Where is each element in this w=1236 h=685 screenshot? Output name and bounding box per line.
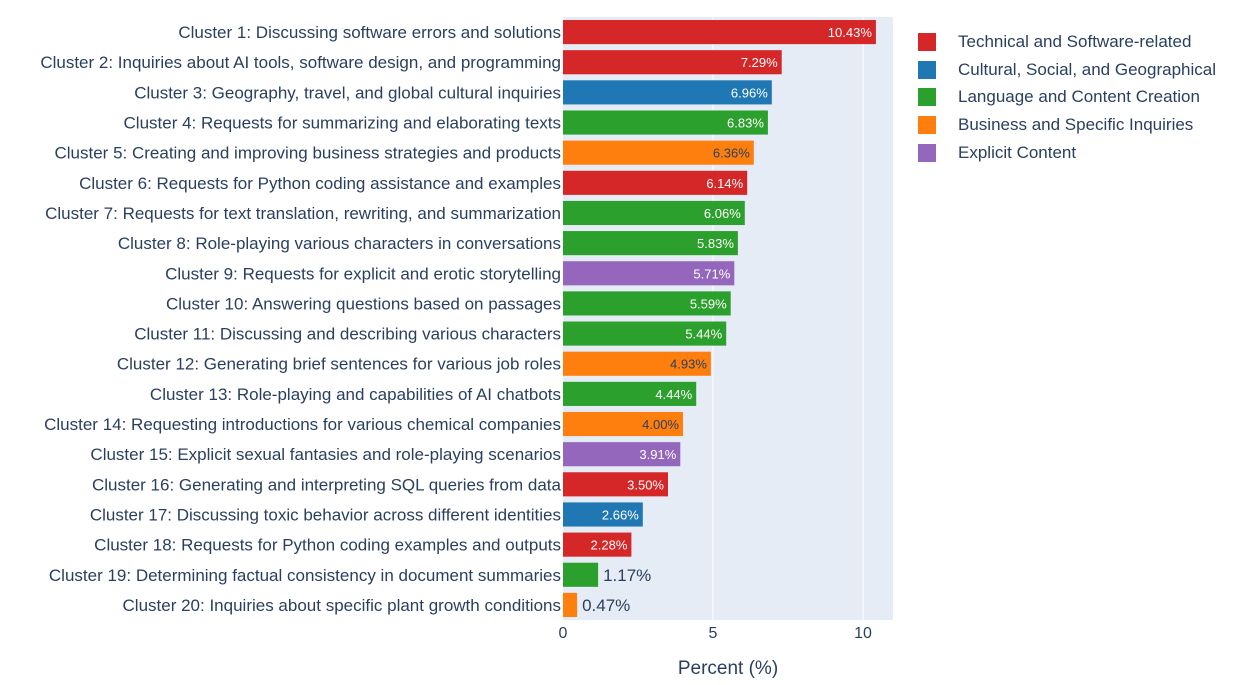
x-tick-label: 10 <box>854 625 872 642</box>
bar-value-label: 6.36% <box>713 146 750 161</box>
bar-value-label: 5.44% <box>685 327 722 342</box>
bar <box>563 532 632 557</box>
legend-item[interactable]: Cultural, Social, and Geographical <box>918 56 1216 84</box>
bar <box>563 592 578 617</box>
x-axis-title: Percent (%) <box>678 658 778 679</box>
bar <box>563 261 735 286</box>
bars: 10.43% 7.29% 6.96% 6.83% 6.36% 6.14% 6.06% 5.83… <box>563 20 876 617</box>
bar-value-label: 1.17% <box>603 566 651 585</box>
category-label: Cluster 8: Role-playing various characte… <box>118 234 561 253</box>
category-label: Cluster 20: Inquiries about specific pla… <box>123 596 561 615</box>
legend-swatch <box>918 116 936 135</box>
legend-swatch <box>918 32 936 51</box>
bar-value-label: 5.59% <box>690 296 727 311</box>
bar-value-label: 4.00% <box>642 417 679 432</box>
x-tick-label: 5 <box>709 625 718 642</box>
legend-swatch <box>918 88 936 107</box>
bar <box>563 140 754 165</box>
category-label: Cluster 7: Requests for text translation… <box>45 204 561 223</box>
category-label: Cluster 1: Discussing software errors an… <box>178 23 561 42</box>
legend-label: Cultural, Social, and Geographical <box>958 59 1216 79</box>
category-label: Cluster 17: Discussing toxic behavior ac… <box>90 505 561 524</box>
bar-value-label: 2.28% <box>591 538 628 553</box>
bar-value-label: 4.44% <box>655 387 692 402</box>
category-label: Cluster 13: Role-playing and capabilitie… <box>150 385 561 404</box>
bar <box>563 442 681 467</box>
bar-value-label: 6.96% <box>731 85 768 100</box>
bar-value-label: 4.93% <box>670 357 707 372</box>
bar-value-label: 6.83% <box>727 116 764 131</box>
legend-swatch <box>918 60 936 79</box>
legend-label: Explicit Content <box>958 142 1077 162</box>
bar-value-label: 6.14% <box>706 176 743 191</box>
legend-item[interactable]: Technical and Software-related <box>918 28 1216 56</box>
bar-value-label: 7.29% <box>741 55 778 70</box>
category-label: Cluster 2: Inquiries about AI tools, sof… <box>40 53 561 72</box>
legend-swatch <box>918 143 936 162</box>
bar <box>563 291 731 316</box>
bar <box>563 50 782 75</box>
bar-value-label: 10.43% <box>828 25 873 40</box>
bar-value-label: 3.50% <box>627 477 664 492</box>
category-label: Cluster 19: Determining factual consiste… <box>49 566 561 585</box>
category-label: Cluster 6: Requests for Python coding as… <box>79 174 561 193</box>
bar <box>563 562 599 587</box>
bar <box>563 411 683 437</box>
bar-value-label: 0.47% <box>582 596 630 615</box>
plot-background <box>563 17 893 620</box>
category-label: Cluster 14: Requesting introductions for… <box>44 415 561 434</box>
legend-label: Language and Content Creation <box>958 87 1200 107</box>
bar <box>563 80 772 105</box>
bar-value-label: 3.91% <box>639 447 676 462</box>
category-label: Cluster 9: Requests for explicit and ero… <box>165 264 561 283</box>
bar-value-label: 5.83% <box>697 236 734 251</box>
legend-item[interactable]: Business and Specific Inquiries <box>918 111 1216 139</box>
category-labels: Cluster 1: Discussing software errors an… <box>40 23 561 615</box>
bar <box>563 110 768 135</box>
category-label: Cluster 18: Requests for Python coding e… <box>94 536 561 555</box>
bar <box>563 200 745 226</box>
category-label: Cluster 5: Creating and improving busine… <box>55 144 562 163</box>
legend: Technical and Software-related Cultural, … <box>918 28 1216 167</box>
category-label: Cluster 15: Explicit sexual fantasies an… <box>90 445 561 464</box>
category-label: Cluster 10: Answering questions based on… <box>166 294 561 313</box>
bar <box>563 170 748 195</box>
bar-value-label: 5.71% <box>693 266 730 281</box>
bar <box>563 502 643 527</box>
category-label: Cluster 16: Generating and interpreting … <box>92 475 562 494</box>
bar <box>563 20 876 45</box>
x-tick-label: 0 <box>559 625 568 642</box>
legend-item[interactable]: Language and Content Creation <box>918 84 1216 112</box>
category-label: Cluster 3: Geography, travel, and global… <box>134 83 561 102</box>
bar-value-label: 6.06% <box>704 206 741 221</box>
bar <box>563 321 727 346</box>
x-tick-labels: 0 5 10 <box>559 625 872 642</box>
category-label: Cluster 11: Discussing and describing va… <box>134 325 561 344</box>
category-label: Cluster 4: Requests for summarizing and … <box>124 114 561 133</box>
bar <box>563 351 711 376</box>
legend-item[interactable]: Explicit Content <box>918 139 1216 167</box>
bar <box>563 472 668 497</box>
bar <box>563 231 738 256</box>
legend-label: Business and Specific Inquiries <box>958 115 1194 135</box>
bar-value-label: 2.66% <box>602 507 639 522</box>
legend-label: Technical and Software-related <box>958 31 1192 51</box>
bar <box>563 381 697 406</box>
category-label: Cluster 12: Generating brief sentences f… <box>117 355 561 374</box>
